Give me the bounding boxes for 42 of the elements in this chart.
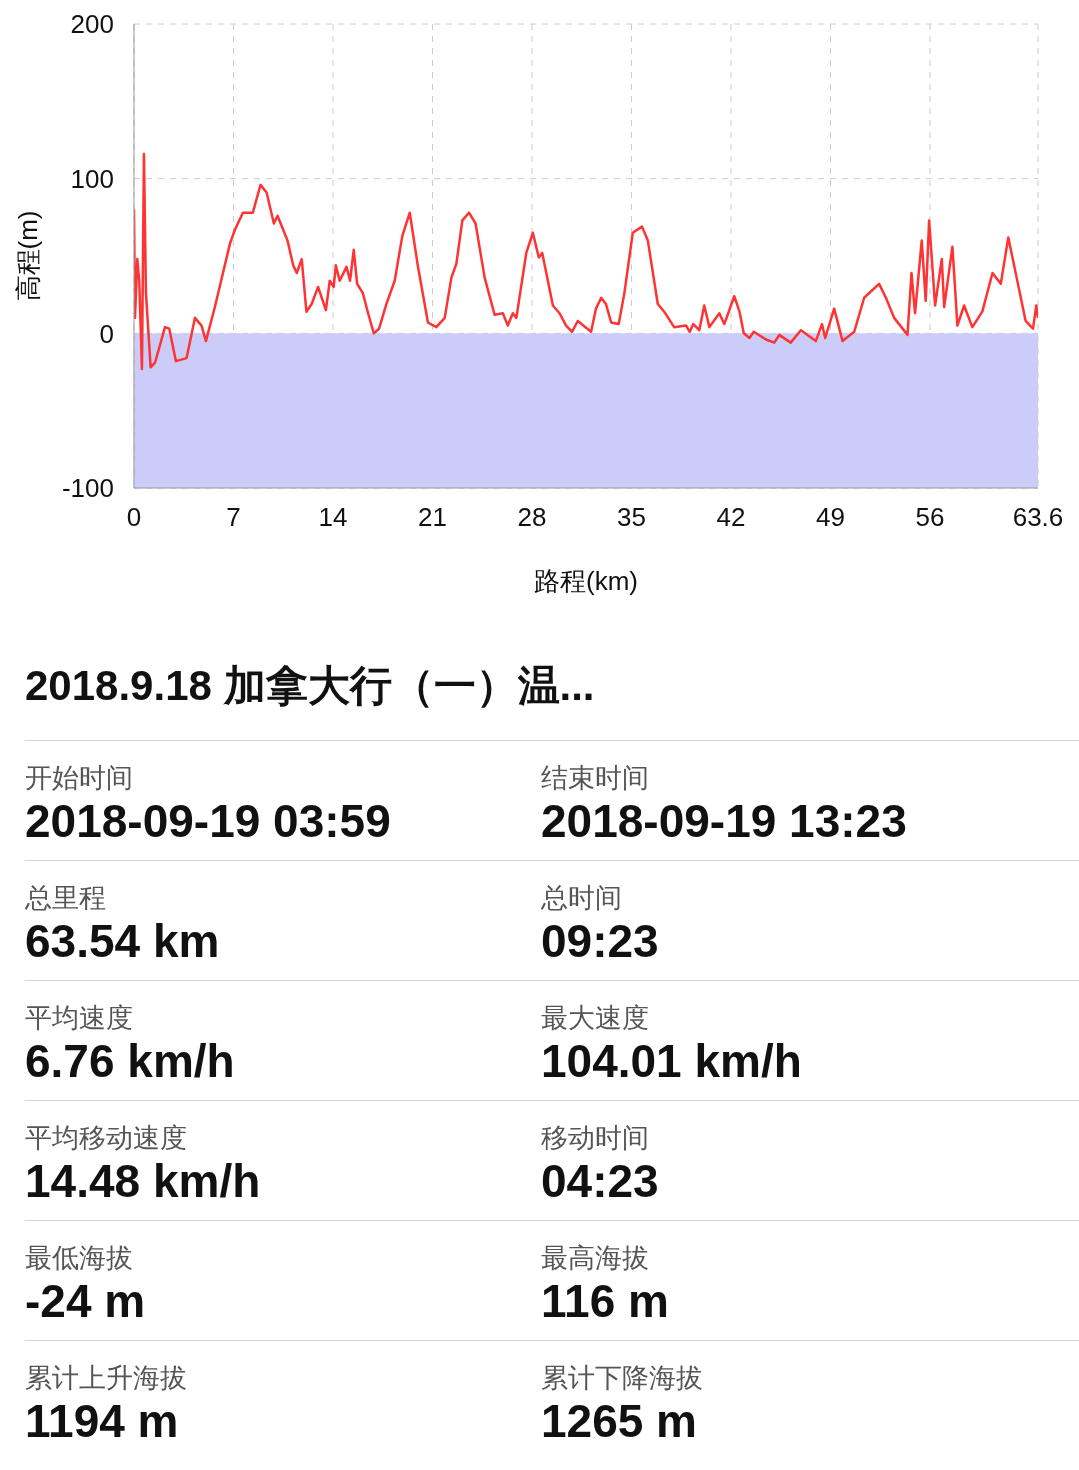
x-tick-label: 49	[816, 502, 845, 533]
text: 累计下降海拔	[541, 1362, 704, 1395]
text: 2018-09-19 03:59	[25, 795, 392, 847]
text: -24 m	[25, 1275, 147, 1327]
text: 63.54 km	[25, 915, 221, 967]
text: 最低海拔	[25, 1242, 134, 1275]
text: 04:23	[541, 1155, 660, 1207]
x-tick-label: 7	[226, 502, 241, 533]
text: 移动时间	[541, 1122, 650, 1155]
text: 1265 m	[541, 1395, 698, 1447]
text: 结束时间	[541, 762, 650, 795]
y-tick-label: 200	[70, 9, 114, 40]
text: 2018-09-19 13:23	[541, 795, 908, 847]
x-tick-label: 21	[418, 502, 447, 533]
x-tick-label: 42	[716, 502, 746, 533]
text: 平均移动速度	[25, 1122, 188, 1155]
text: 2018.9.18 加拿大行（一）温...	[24, 661, 596, 711]
y-tick-label: -100	[61, 473, 114, 504]
y-tick-label: 0	[99, 318, 114, 349]
text: 14.48 km/h	[25, 1155, 262, 1207]
x-tick-label: 35	[617, 502, 646, 533]
text: 09:23	[541, 915, 660, 967]
text: 累计上升海拔	[25, 1362, 188, 1395]
text: 平均速度	[25, 1002, 134, 1035]
y-tick-label: 100	[70, 163, 114, 194]
x-tick-label: 14	[318, 502, 348, 533]
text: 104.01 km/h	[541, 1035, 803, 1087]
x-tick-label: 28	[517, 502, 547, 533]
line-series	[134, 152, 1038, 371]
text: 总时间	[541, 882, 623, 915]
text: 总里程	[25, 882, 107, 915]
x-tick-label: 56	[915, 502, 945, 533]
text: 最大速度	[541, 1002, 650, 1035]
text: 最高海拔	[541, 1242, 650, 1275]
text: 开始时间	[25, 762, 134, 795]
y-axis-title: 高程(m)	[13, 210, 44, 302]
text: 6.76 km/h	[25, 1035, 236, 1087]
x-tick-label: 63.6	[1012, 502, 1064, 533]
text: 1194 m	[25, 1395, 180, 1447]
x-tick-label: 0	[126, 502, 142, 533]
x-axis-title: 路程(km)	[534, 566, 638, 596]
text: 116 m	[541, 1275, 670, 1327]
